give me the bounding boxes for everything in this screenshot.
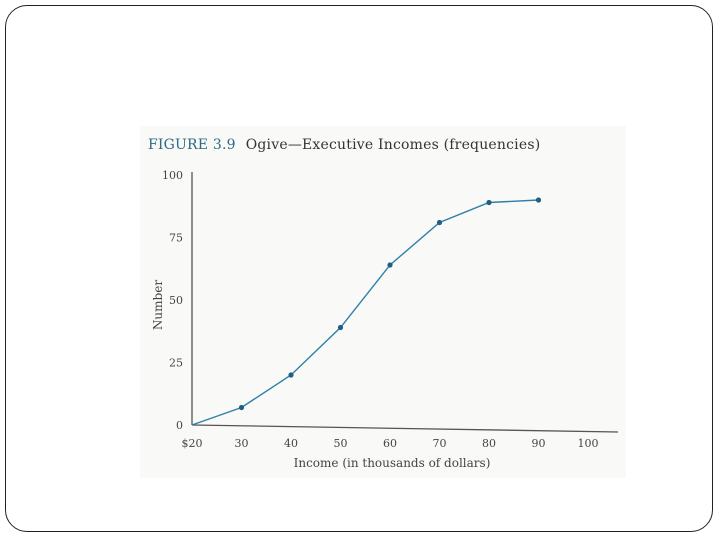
chart-series xyxy=(191,197,542,426)
chart-axes xyxy=(191,172,619,433)
data-point xyxy=(436,219,443,226)
x-tick-label: 80 xyxy=(482,437,496,450)
y-tick-label: 25 xyxy=(169,357,183,370)
x-axis-label: Income (in thousands of dollars) xyxy=(294,456,491,470)
figure-background xyxy=(140,126,626,478)
x-tick-label: 90 xyxy=(532,437,546,450)
x-tick-label: 100 xyxy=(578,437,599,450)
data-point xyxy=(535,197,542,203)
data-point xyxy=(238,404,245,411)
data-point xyxy=(387,262,393,268)
x-tick-label: 30 xyxy=(235,437,249,450)
data-point xyxy=(486,199,492,206)
x-axis-line xyxy=(191,424,619,433)
x-tick-label: 40 xyxy=(284,437,298,450)
y-tick-label: 0 xyxy=(176,419,183,432)
y-tick-label: 75 xyxy=(169,232,183,245)
x-tick-label: $20 xyxy=(182,437,203,450)
y-axis-label: Number xyxy=(151,280,165,330)
y-tick-label: 100 xyxy=(162,169,183,182)
y-tick-label: 50 xyxy=(169,294,183,307)
figure-title: FIGURE 3.9 Ogive—Executive Incomes (frequ… xyxy=(148,137,540,153)
figure-caption: Ogive—Executive Incomes (frequencies) xyxy=(245,137,541,153)
x-tick-label: 60 xyxy=(383,437,397,450)
figure-label: FIGURE 3.9 xyxy=(148,137,236,153)
x-tick-label: 50 xyxy=(334,437,348,450)
data-point xyxy=(337,324,344,331)
series-line xyxy=(191,199,539,426)
chart-ticks: 0 25 50 75 100 $20 30 40 50 60 70 80 90 100 xyxy=(162,169,599,450)
x-tick-label: 70 xyxy=(433,437,447,450)
data-point xyxy=(288,372,294,378)
